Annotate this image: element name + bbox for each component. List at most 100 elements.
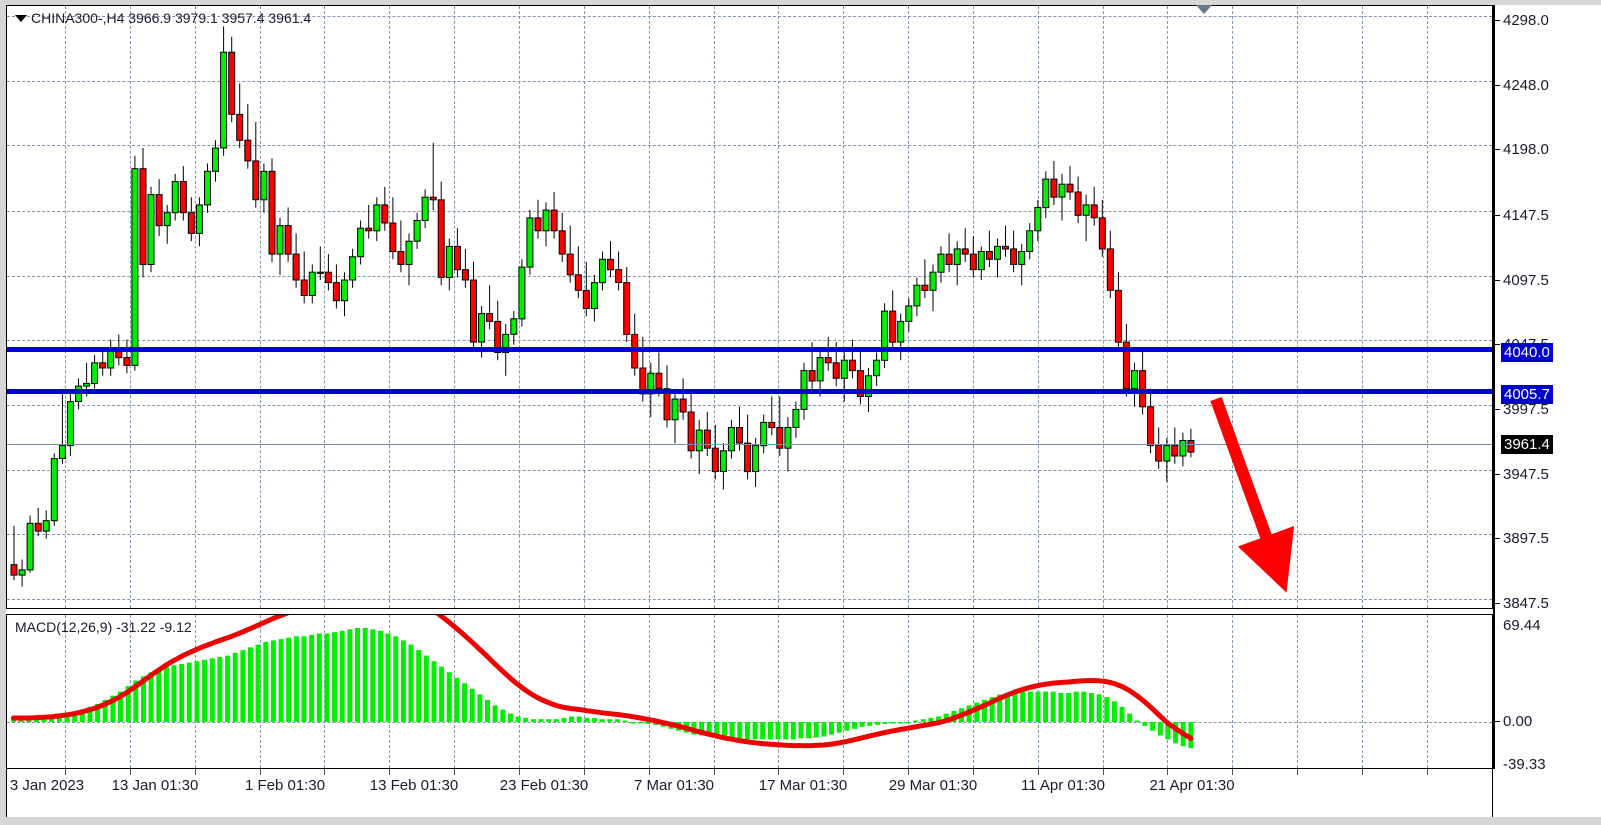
time-tick [1297, 769, 1299, 775]
time-tick [324, 769, 326, 775]
grid-line-vertical [1037, 6, 1039, 608]
price-tick-label: 3947.5 [1503, 465, 1549, 483]
time-tick [713, 769, 715, 775]
grid-line-vertical [713, 615, 715, 768]
grid-line-vertical [454, 6, 456, 608]
price-tick [1493, 603, 1500, 604]
price-tick [1493, 344, 1500, 346]
grid-line-vertical [1297, 6, 1299, 608]
price-tick-label: 4147.5 [1503, 206, 1549, 224]
last-price-tag[interactable]: 3961.4 [1501, 435, 1553, 454]
grid-line-vertical [713, 6, 715, 608]
grid-line-vertical [1102, 615, 1104, 768]
grid-line-horizontal [7, 145, 1492, 147]
time-tick [1037, 769, 1039, 775]
grid-line-vertical [972, 615, 974, 768]
price-scale[interactable]: 4298.04248.04198.04147.54097.54047.53997… [1493, 5, 1601, 817]
grid-line-vertical [65, 615, 66, 768]
time-tick [1362, 769, 1363, 775]
time-tick [259, 769, 261, 775]
resistance-level-tag[interactable]: 4040.0 [1501, 343, 1553, 362]
grid-line-horizontal [7, 210, 1492, 212]
grid-line-vertical [389, 6, 391, 608]
time-tick [1426, 769, 1428, 775]
grid-line-vertical [194, 6, 196, 608]
price-tick [1493, 279, 1500, 281]
grid-line-vertical [648, 6, 650, 608]
price-tick [1493, 473, 1500, 475]
price-tick [1493, 84, 1500, 86]
price-tick-label: 4298.0 [1503, 12, 1549, 29]
time-axis: 3 Jan 2023 13 Jan 01:30 1 Feb 01:30 13 Feb … [6, 769, 1493, 817]
grid-line-horizontal [7, 404, 1492, 406]
grid-line-vertical [1362, 615, 1363, 768]
macd-axis-label: -39.33 [1503, 756, 1546, 773]
grid-line-vertical [648, 615, 650, 768]
grid-line-vertical [778, 615, 780, 768]
grid-line-horizontal [7, 534, 1492, 536]
grid-line-vertical [324, 6, 326, 608]
grid-line-vertical [129, 6, 131, 608]
window-top-border [0, 0, 1601, 5]
support-level-tag[interactable]: 4005.7 [1501, 385, 1553, 404]
price-tick-label: 3897.5 [1503, 530, 1549, 548]
resistance-line-4040[interactable] [7, 347, 1492, 352]
time-axis-label: 13 Jan 01:30 [111, 777, 199, 794]
grid-line-vertical [1102, 6, 1104, 608]
grid-line-vertical [65, 6, 66, 608]
time-axis-label: 7 Mar 01:30 [633, 777, 715, 794]
grid-line-vertical [1426, 615, 1428, 768]
grid-line-horizontal [7, 275, 1492, 277]
grid-line-vertical [1232, 615, 1234, 768]
price-chart-pane[interactable]: CHINA300-,H4 3966.9 3979.1 3957.4 3961.4 [6, 5, 1493, 609]
macd-label: MACD(12,26,9) -31.22 -9.12 [15, 619, 192, 635]
grid-line-horizontal [7, 80, 1492, 82]
grid-line-vertical [259, 6, 261, 608]
price-tick [1493, 149, 1500, 151]
grid-line-vertical [1297, 615, 1299, 768]
window-left-border [0, 0, 6, 825]
time-cursor-marker [1196, 5, 1212, 14]
time-axis-label: 29 Mar 01:30 [888, 777, 978, 794]
time-tick [1232, 769, 1234, 775]
time-tick [194, 769, 196, 775]
window-bottom-border [0, 817, 1601, 825]
grid-line-vertical [518, 615, 520, 768]
time-axis-label: 17 Mar 01:30 [758, 777, 848, 794]
time-axis-label: 13 Feb 01:30 [369, 777, 459, 794]
last-price-line [7, 444, 1492, 445]
grid-line-horizontal [7, 599, 1492, 600]
price-tick [1493, 214, 1500, 216]
symbol-info-label: CHINA300-,H4 3966.9 3979.1 3957.4 3961.4 [31, 10, 312, 26]
time-tick [129, 769, 131, 775]
grid-line-horizontal [7, 340, 1492, 342]
price-tick-label: 4097.5 [1503, 271, 1549, 289]
time-tick [518, 769, 520, 775]
grid-line-horizontal [7, 16, 1492, 17]
macd-indicator-pane[interactable]: MACD(12,26,9) -31.22 -9.12 [6, 614, 1493, 769]
time-tick [583, 769, 585, 775]
grid-line-vertical [1232, 6, 1234, 608]
grid-line-vertical [1167, 615, 1169, 768]
time-tick [648, 769, 650, 775]
time-tick [65, 769, 66, 775]
macd-axis-label: 69.44 [1503, 617, 1541, 634]
grid-line-vertical [908, 615, 909, 768]
price-tick-label: 3997.5 [1503, 400, 1549, 418]
grid-line-vertical [1037, 615, 1039, 768]
triangle-down-icon[interactable] [15, 15, 27, 22]
grid-line-vertical [1362, 6, 1363, 608]
grid-line-vertical [1167, 6, 1169, 608]
time-axis-label: 11 Apr 01:30 [1021, 777, 1105, 794]
time-tick [1102, 769, 1104, 775]
time-tick [843, 769, 845, 775]
price-tick-label: 3847.5 [1503, 595, 1549, 612]
time-tick [908, 769, 909, 775]
time-axis-label: 1 Feb 01:30 [244, 777, 326, 794]
time-tick [778, 769, 780, 775]
price-tick-label: 4198.0 [1503, 141, 1549, 159]
grid-line-vertical [972, 6, 974, 608]
price-tick [1493, 20, 1500, 21]
support-line-4005[interactable] [7, 389, 1492, 394]
